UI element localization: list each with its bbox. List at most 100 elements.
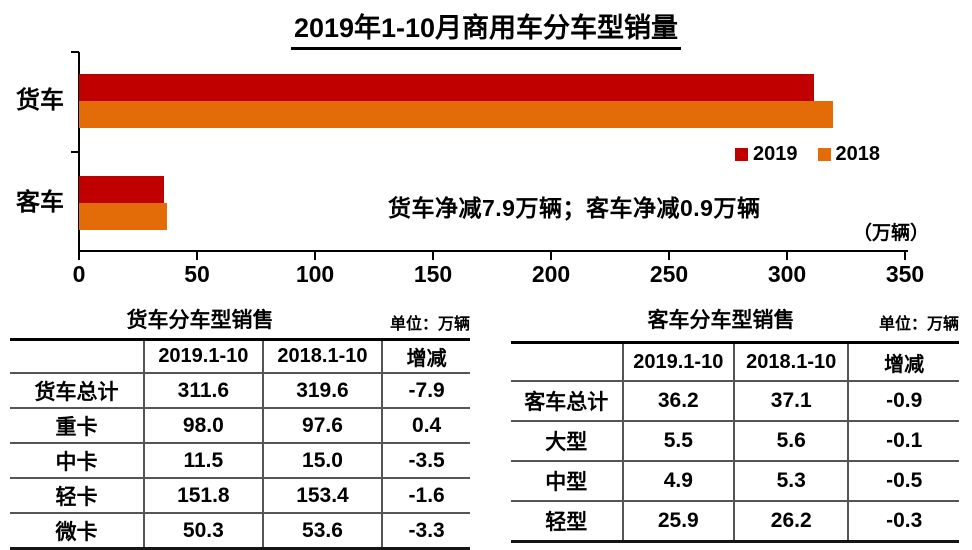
data-cell: 319.6 — [261, 373, 383, 409]
data-cell: 5.5 — [621, 421, 735, 462]
chart-legend: 2019 2018 — [735, 143, 880, 166]
page-title: 2019年1-10月商用车分车型销量 — [0, 6, 972, 50]
x-axis-tick — [196, 252, 198, 260]
data-cell: 15.0 — [261, 443, 383, 479]
x-axis-tick-label: 50 — [184, 261, 210, 287]
bar-2018-客车 — [79, 203, 167, 230]
y-axis-tick — [71, 51, 79, 53]
x-axis-tick-label: 350 — [885, 261, 925, 287]
data-cell: 98.0 — [143, 408, 263, 444]
x-axis-tick-label: 100 — [295, 261, 335, 287]
bar-2019-货车 — [79, 74, 814, 101]
data-cell: 25.9 — [621, 501, 735, 542]
table-row: 重卡 98.0 97.6 0.4 — [10, 408, 470, 444]
x-axis-tick-label: 0 — [72, 261, 86, 287]
truck-data-table: 2019.1-10 2018.1-10 增减 货车总计 311.6 319.6 -7.9 重… — [10, 338, 470, 550]
row-label: 客车总计 — [511, 381, 623, 422]
truck-table-block: 货车分车型销售 单位：万辆 2019.1-10 2018.1-10 增减 货车总计 3… — [10, 298, 470, 550]
category-label-0: 货车 — [16, 87, 64, 114]
data-cell: 53.6 — [261, 513, 383, 549]
category-label-1: 客车 — [16, 189, 64, 216]
table-row: 中型 4.9 5.3 -0.5 — [511, 461, 959, 502]
x-axis-tick-label: 150 — [413, 261, 453, 287]
column-header: 2018.1-10 — [261, 339, 383, 374]
x-axis-tick — [314, 252, 316, 260]
bus-table-title: 客车分车型销售 — [647, 309, 795, 332]
axis-unit-label: （万辆） — [853, 223, 930, 244]
data-cell: -1.6 — [381, 478, 470, 514]
legend-item-2018: 2018 — [817, 143, 881, 166]
y-axis-line — [78, 52, 80, 252]
data-cell: 4.9 — [621, 461, 735, 502]
column-header: 2019.1-10 — [621, 342, 735, 382]
row-label: 轻型 — [545, 511, 588, 534]
data-cell: 97.6 — [261, 408, 383, 444]
x-axis-tick — [550, 252, 552, 260]
truck-table-caption: 货车分车型销售 单位：万辆 — [10, 298, 471, 338]
table-row: 轻卡 151.8 153.4 -1.6 — [10, 478, 470, 514]
x-axis-tick-label: 250 — [649, 261, 689, 287]
legend-item-2019: 2019 — [735, 143, 798, 166]
bar-2019-客车 — [79, 176, 164, 203]
table-row: 轻型 25.9 26.2 -0.3 — [511, 501, 959, 542]
column-header — [511, 342, 623, 382]
table-row: 中卡 11.5 15.0 -3.5 — [10, 443, 470, 479]
column-header: 增减 — [381, 339, 470, 374]
data-cell: 36.2 — [621, 381, 735, 422]
bus-table-block: 客车分车型销售 单位：万辆 2019.1-10 2018.1-10 增减 客车总计 3… — [511, 298, 959, 543]
data-cell: 0.4 — [381, 408, 470, 444]
x-axis-tick-label: 300 — [767, 261, 807, 287]
chart-annotation: 货车净减7.9万辆；客车净减0.9万辆 — [388, 195, 761, 221]
data-cell: -3.3 — [381, 513, 470, 549]
data-cell: -7.9 — [381, 373, 470, 409]
data-cell: 11.5 — [143, 443, 263, 479]
legend-label-2018: 2018 — [835, 143, 881, 165]
data-cell: 151.8 — [143, 478, 263, 514]
row-label: 轻卡 — [10, 478, 145, 514]
truck-table-title: 货车分车型销售 — [126, 309, 274, 332]
data-cell: 26.2 — [733, 501, 849, 542]
data-cell: 5.6 — [733, 421, 849, 462]
data-cell: -0.9 — [847, 381, 959, 422]
column-header: 2018.1-10 — [733, 342, 849, 382]
bus-data-table: 2019.1-10 2018.1-10 增减 客车总计 36.2 37.1 -0.9 大型 5… — [511, 341, 959, 543]
data-cell: -0.1 — [847, 421, 959, 462]
data-cell: 50.3 — [143, 513, 263, 549]
x-axis-tick-label: 200 — [531, 261, 571, 287]
header-row: 2019.1-10 2018.1-10 增减 — [10, 339, 470, 374]
bar-2018-货车 — [79, 101, 833, 128]
data-cell: -0.3 — [847, 501, 959, 542]
row-label: 中型 — [511, 461, 623, 502]
column-header: 2019.1-10 — [143, 339, 263, 374]
row-label: 货车总计 — [10, 373, 145, 409]
row-label: 大型 — [511, 421, 623, 462]
truck-table-unit-label: 单位：万辆 — [389, 316, 470, 333]
x-axis-tick — [668, 252, 670, 260]
bar-chart: 2019 2018 货车净减7.9万辆；客车净减0.9万辆 （万辆） 货车客车 0… — [16, 51, 930, 287]
data-cell: 153.4 — [261, 478, 383, 514]
column-header: 增减 — [847, 342, 959, 382]
data-cell: -0.5 — [847, 461, 959, 502]
legend-swatch-2019-icon — [735, 148, 748, 161]
legend-label-2019: 2019 — [753, 143, 798, 165]
data-cell: 311.6 — [143, 373, 263, 409]
data-cell: -3.5 — [381, 443, 470, 479]
row-label: 重卡 — [10, 408, 145, 444]
bus-table-unit-label: 单位：万辆 — [878, 316, 959, 333]
row-label: 微卡 — [55, 520, 98, 544]
y-axis-tick — [71, 151, 79, 153]
x-axis-line — [78, 250, 908, 252]
table-row: 客车总计 36.2 37.1 -0.9 — [511, 381, 959, 422]
header-row: 2019.1-10 2018.1-10 增减 — [511, 342, 959, 382]
data-cell: 37.1 — [733, 381, 849, 422]
table-row: 大型 5.5 5.6 -0.1 — [511, 421, 959, 462]
x-axis-tick — [904, 252, 906, 260]
row-label: 中卡 — [10, 443, 145, 479]
x-axis-tick — [432, 252, 434, 260]
column-header — [10, 339, 145, 374]
data-cell: 5.3 — [733, 461, 849, 502]
table-row: 货车总计 311.6 319.6 -7.9 — [10, 373, 470, 409]
legend-swatch-2018-icon — [817, 148, 831, 161]
table-row: 微卡 50.3 53.6 -3.3 — [10, 513, 470, 549]
x-axis-tick — [78, 252, 80, 260]
